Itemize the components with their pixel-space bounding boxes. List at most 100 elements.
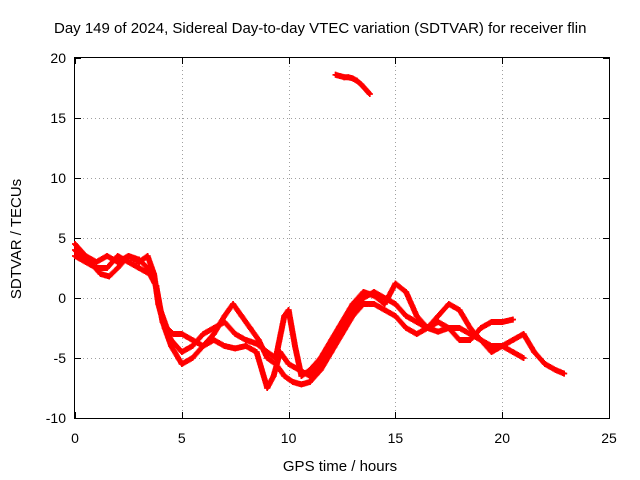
data-point <box>272 355 279 361</box>
data-point <box>104 253 111 259</box>
data-point <box>189 355 196 361</box>
data-point <box>381 307 388 313</box>
data-point <box>210 331 217 337</box>
data-point <box>136 256 143 263</box>
data-point <box>358 81 365 88</box>
data-point <box>456 307 463 313</box>
data-point <box>264 385 271 391</box>
data-point <box>499 343 506 349</box>
data-point <box>520 355 527 361</box>
data-point <box>336 73 343 79</box>
data-point <box>178 361 185 367</box>
data-point <box>488 349 495 355</box>
data-point <box>114 265 121 271</box>
data-point <box>281 313 288 319</box>
data-point <box>531 349 538 355</box>
data-point <box>306 379 313 385</box>
data-point <box>381 301 388 307</box>
data-point <box>413 313 420 319</box>
y-tick-label: 15 <box>50 110 66 126</box>
data-point <box>403 313 410 319</box>
data-point <box>253 340 260 347</box>
data-point <box>264 355 271 361</box>
data-point <box>232 345 239 352</box>
x-tick-label: 0 <box>71 430 79 446</box>
data-point <box>104 265 111 271</box>
plot-frame <box>74 57 610 419</box>
data-point <box>362 86 369 93</box>
data-point <box>349 75 356 82</box>
data-point <box>153 283 160 289</box>
chart-title: Day 149 of 2024, Sidereal Day-to-day VTE… <box>54 20 586 37</box>
data-point <box>285 361 292 367</box>
data-point <box>298 381 305 388</box>
x-tick-label: 20 <box>494 430 510 446</box>
y-axis-title: SDTVAR / TECUs <box>8 179 25 299</box>
data-point <box>499 319 506 325</box>
grid <box>75 58 609 418</box>
data-point <box>445 325 452 331</box>
data-point <box>403 325 410 331</box>
y-tick-label: 5 <box>58 230 66 246</box>
data-point <box>328 337 335 343</box>
y-tick-label: -5 <box>54 350 67 366</box>
data-point <box>467 325 474 331</box>
data-point <box>114 253 121 259</box>
series-track-c <box>72 247 568 379</box>
y-tick-label: 0 <box>58 290 66 306</box>
data-point <box>509 316 516 323</box>
data-point <box>221 343 228 349</box>
data-point <box>264 349 271 355</box>
data-point <box>281 373 288 379</box>
data-point <box>242 343 249 349</box>
data-series <box>72 71 568 391</box>
data-point <box>285 307 292 313</box>
data-point <box>221 313 228 319</box>
data-point <box>339 331 345 337</box>
data-point <box>238 313 245 319</box>
data-point <box>328 349 335 355</box>
data-point <box>168 337 175 343</box>
data-point <box>541 361 548 367</box>
x-axis-title: GPS time / hours <box>283 458 397 475</box>
series-markers <box>72 247 568 379</box>
data-point <box>242 337 249 343</box>
data-point <box>270 373 277 379</box>
data-point <box>317 355 324 361</box>
data-point <box>424 325 431 331</box>
x-tick-label: 5 <box>178 430 186 446</box>
data-point <box>253 349 260 355</box>
data-point <box>339 319 345 325</box>
data-point <box>230 301 237 307</box>
data-point <box>413 331 420 337</box>
data-point <box>552 367 559 373</box>
data-point <box>360 301 367 307</box>
data-point <box>93 259 100 265</box>
data-point <box>371 301 378 307</box>
data-point <box>289 379 296 385</box>
data-point <box>435 313 442 319</box>
data-point <box>298 373 305 379</box>
data-point <box>403 289 410 295</box>
data-point <box>247 325 254 331</box>
data-point <box>136 265 143 271</box>
data-point <box>392 313 399 319</box>
data-point <box>200 331 207 337</box>
data-point <box>80 256 87 263</box>
data-point <box>520 331 527 337</box>
data-point <box>178 349 185 355</box>
x-tick-label: 25 <box>601 430 617 446</box>
data-point <box>366 91 373 97</box>
data-point <box>456 337 463 343</box>
series-track-d <box>332 71 373 97</box>
data-point <box>332 71 339 78</box>
data-point <box>317 367 324 373</box>
data-point <box>392 280 399 287</box>
data-point <box>306 367 313 373</box>
data-point <box>178 331 185 337</box>
x-tick-label: 15 <box>388 430 404 446</box>
data-point <box>349 313 356 319</box>
data-point <box>392 301 399 307</box>
data-point <box>467 337 474 343</box>
data-point <box>200 343 207 349</box>
